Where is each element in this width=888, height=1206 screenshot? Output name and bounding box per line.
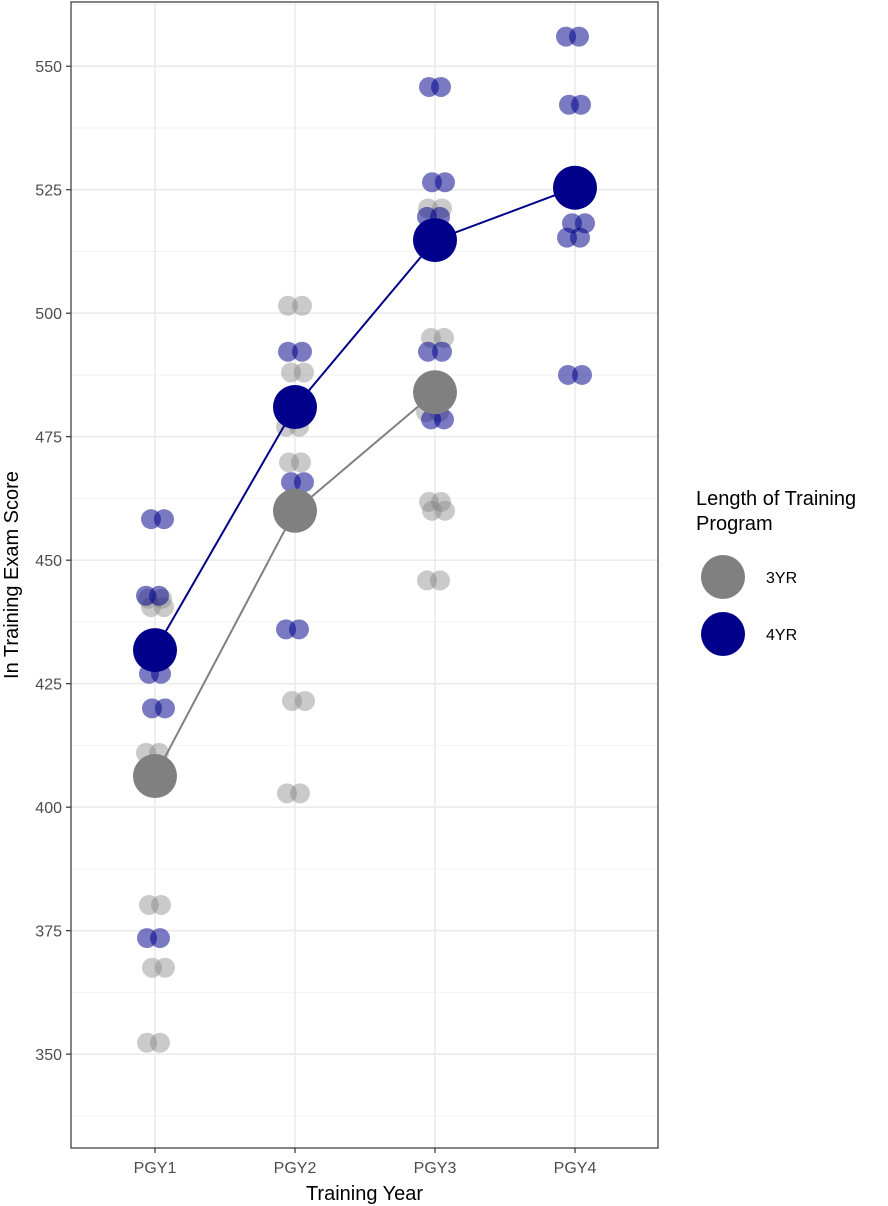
data-point-3yr (150, 1032, 170, 1053)
y-tick-label: 350 (35, 1047, 62, 1064)
data-point-3yr (431, 491, 451, 512)
data-point-3yr (277, 783, 297, 804)
mean-point-3yr (413, 370, 457, 415)
data-point-3yr (417, 570, 437, 591)
data-point-3yr (137, 1032, 157, 1053)
data-point-4yr (572, 364, 592, 385)
y-tick-label: 400 (35, 800, 62, 817)
data-point-4yr (431, 76, 451, 97)
legend-label-4yr: 4YR (766, 627, 797, 644)
data-point-3yr (290, 783, 310, 804)
mean-point-4yr (273, 385, 317, 430)
data-point-3yr (422, 500, 442, 521)
legend-title-line-1: Length of Training (696, 488, 856, 510)
data-point-4yr (558, 364, 578, 385)
data-point-4yr (570, 227, 590, 248)
x-axis-title: Training Year (306, 1183, 423, 1205)
y-axis-title: In Training Exam Score (1, 471, 23, 679)
data-point-3yr (282, 690, 302, 711)
y-tick-label: 425 (35, 677, 62, 694)
data-point-3yr (430, 570, 450, 591)
data-point-4yr (154, 509, 174, 530)
x-tick-label: PGY3 (414, 1160, 457, 1177)
y-axis: 350 375 400 425 450 475 500 525 550 (35, 59, 71, 1064)
data-point-3yr (281, 362, 301, 383)
y-tick-label: 525 (35, 183, 62, 200)
x-tick-label: PGY2 (274, 1160, 317, 1177)
data-point-3yr (155, 957, 175, 978)
y-tick-label: 475 (35, 430, 62, 447)
data-point-4yr (294, 472, 314, 493)
panel-border (70, 1, 659, 1149)
grid-major (71, 2, 658, 1148)
data-point-3yr (139, 894, 159, 915)
data-point-4yr (432, 341, 452, 362)
data-point-4yr (149, 585, 169, 606)
mean-point-4yr (553, 165, 597, 210)
legend-key-4yr (701, 612, 745, 656)
data-point-3yr (419, 491, 439, 512)
legend-label-3yr: 3YR (766, 570, 797, 587)
mean-point-3yr (133, 754, 177, 799)
data-point-4yr (150, 928, 170, 949)
data-point-4yr (289, 619, 309, 640)
y-tick-label: 550 (35, 59, 62, 76)
data-point-4yr (155, 698, 175, 719)
data-point-3yr (295, 690, 315, 711)
mean-line-4yr (154, 186, 576, 651)
mean-point-4yr (133, 628, 177, 673)
y-tick-label: 375 (35, 924, 62, 941)
data-point-4yr (418, 341, 438, 362)
x-axis: PGY1 PGY2 PGY3 PGY4 (134, 1148, 597, 1177)
y-tick-label: 500 (35, 306, 62, 323)
mean-points-layer (133, 165, 597, 799)
legend: Length of Training Program 3YR 4YR (696, 488, 856, 656)
data-point-4yr (569, 26, 589, 47)
data-point-3yr (435, 500, 455, 521)
data-point-3yr (151, 894, 171, 915)
mean-point-3yr (273, 488, 317, 533)
data-point-4yr (571, 94, 591, 115)
data-point-3yr (291, 452, 311, 473)
mean-point-4yr (413, 218, 457, 263)
x-tick-label: PGY1 (134, 1160, 177, 1177)
y-tick-label: 450 (35, 553, 62, 570)
legend-title-line-2: Program (696, 513, 773, 535)
data-point-3yr (294, 362, 314, 383)
legend-key-3yr (701, 555, 745, 599)
data-point-4yr (278, 341, 298, 362)
data-point-4yr (434, 409, 454, 430)
data-point-4yr (435, 172, 455, 193)
data-point-3yr (279, 452, 299, 473)
data-point-4yr (292, 341, 312, 362)
data-point-3yr (142, 957, 162, 978)
data-point-3yr (278, 295, 298, 316)
data-point-3yr (292, 295, 312, 316)
x-tick-label: PGY4 (554, 1160, 597, 1177)
